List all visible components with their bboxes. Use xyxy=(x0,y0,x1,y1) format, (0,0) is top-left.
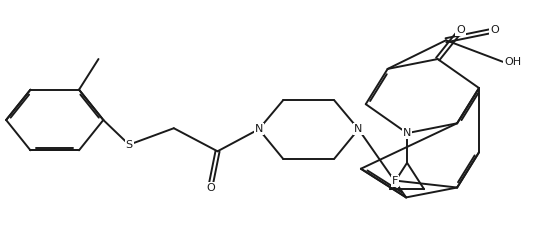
Text: N: N xyxy=(354,124,363,134)
Text: F: F xyxy=(392,176,398,186)
Text: O: O xyxy=(456,25,465,35)
Text: O: O xyxy=(206,183,215,193)
Text: S: S xyxy=(126,140,133,150)
Text: OH: OH xyxy=(504,57,521,67)
Text: N: N xyxy=(403,128,411,138)
Text: N: N xyxy=(255,124,263,134)
Text: O: O xyxy=(490,25,499,35)
